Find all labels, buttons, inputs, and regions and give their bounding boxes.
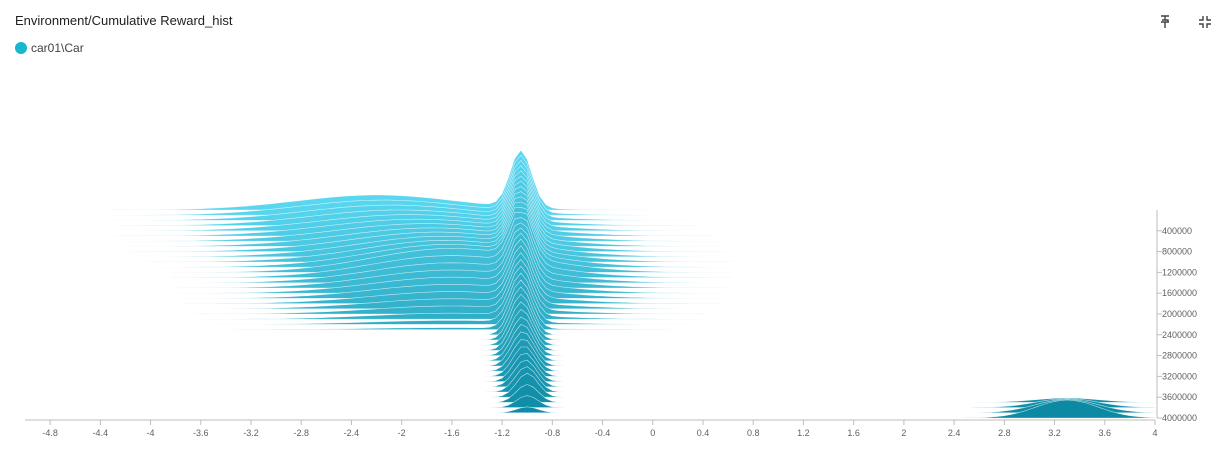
y-tick-label: 3200000 — [1162, 371, 1197, 381]
legend-swatch — [15, 42, 27, 54]
y-tick-label: 1200000 — [1162, 267, 1197, 277]
collapse-icon — [1197, 14, 1213, 30]
x-tick-label: -3.2 — [243, 428, 259, 438]
x-tick-label: -4.4 — [93, 428, 109, 438]
histogram-ridge — [25, 272, 1155, 325]
histogram-ridge — [25, 149, 1155, 211]
histogram-ridge — [25, 308, 1155, 351]
histogram-ridge — [25, 222, 1155, 284]
y-axis: 400000 800000 1200000 1600000 2000000 2400000… — [1156, 210, 1197, 423]
histogram-ridge — [25, 399, 1156, 419]
histogram-ridge — [25, 346, 1155, 377]
x-tick-label: 2.4 — [948, 428, 961, 438]
histogram-ridge — [25, 384, 1156, 403]
x-tick-label: -0.4 — [595, 428, 611, 438]
histogram-ridge — [25, 301, 1155, 346]
histogram-ridge — [25, 359, 1155, 388]
x-tick-label: 1.6 — [847, 428, 860, 438]
x-tick-label: -2 — [398, 428, 406, 438]
y-tick-label: 1600000 — [1162, 288, 1197, 298]
x-tick-label: 2 — [901, 428, 906, 438]
y-tick-label: 2000000 — [1162, 309, 1197, 319]
x-tick-label: 0.8 — [747, 428, 760, 438]
collapse-button[interactable] — [1195, 12, 1215, 32]
histogram-ridge — [25, 238, 1155, 299]
histogram-ridge — [25, 206, 1155, 268]
x-tick-label: 0 — [650, 428, 655, 438]
legend: car01\Car — [15, 41, 84, 55]
legend-run-name: car01\Car — [31, 41, 84, 55]
x-tick-label: -0.8 — [545, 428, 561, 438]
x-tick-label: -2.8 — [293, 428, 309, 438]
histogram-ridge — [25, 191, 1155, 252]
histogram-ridge — [25, 331, 1155, 367]
histogram-ridge — [25, 372, 1155, 398]
x-tick-label: 1.2 — [797, 428, 810, 438]
histogram-ridge — [25, 245, 1155, 304]
histogram-ridge — [25, 279, 1155, 330]
histogram-ridge — [25, 175, 1155, 237]
y-tick-label: 4000000 — [1162, 413, 1197, 423]
histogram-ridge — [25, 217, 1155, 278]
x-tick-label: 4 — [1152, 428, 1157, 438]
pin-button[interactable] — [1155, 12, 1175, 32]
chart-title: Environment/Cumulative Reward_hist — [15, 13, 233, 28]
histogram-ridge — [25, 212, 1155, 273]
pin-icon — [1158, 14, 1172, 30]
y-tick-label: 400000 — [1162, 226, 1192, 236]
x-tick-label: -3.6 — [193, 428, 209, 438]
histogram-ridge — [25, 252, 1155, 310]
histogram-ridge — [25, 324, 1155, 362]
histogram-ridge — [25, 227, 1155, 289]
x-tick-label: 2.8 — [998, 428, 1011, 438]
histogram-ridge — [25, 316, 1155, 356]
x-tick-label: -4 — [147, 428, 155, 438]
y-tick-label: 3600000 — [1162, 392, 1197, 402]
histogram-ridge — [25, 186, 1155, 247]
histogram-ridge — [25, 154, 1155, 216]
histogram-ridge — [25, 170, 1155, 232]
histogram-ridge — [25, 366, 1155, 393]
x-tick-label: -1.2 — [494, 428, 510, 438]
x-tick-label: 3.2 — [1048, 428, 1061, 438]
x-axis: -4.8 -4.4 -4 -3.6 -3.2 -2.8 -2.4 -2 -1.6 -1.2 -0.8… — [25, 419, 1158, 438]
y-tick-label: 2800000 — [1162, 351, 1197, 361]
x-tick-label: 0.4 — [697, 428, 710, 438]
histogram-ridge — [25, 159, 1155, 221]
histogram-ridge — [25, 353, 1155, 382]
x-tick-label: -4.8 — [42, 428, 58, 438]
y-tick-label: 2400000 — [1162, 330, 1197, 340]
histogram-ridge — [25, 398, 1156, 414]
histogram-ridge — [25, 196, 1155, 258]
histogram-ridge — [25, 265, 1155, 320]
x-tick-label: -2.4 — [344, 428, 360, 438]
histogram-ridge — [25, 293, 1155, 341]
histogram-ridge — [25, 232, 1155, 294]
x-tick-label: 3.6 — [1099, 428, 1112, 438]
histogram-ridge — [25, 286, 1155, 336]
histogram-ridge — [25, 180, 1155, 242]
x-tick-label: -1.6 — [444, 428, 460, 438]
histogram-ridge — [25, 339, 1155, 372]
histogram-ridge — [25, 259, 1155, 315]
histogram-ridges — [25, 149, 1156, 419]
histogram-ridge — [25, 201, 1155, 263]
histogram-ridge — [25, 165, 1155, 226]
y-tick-label: 800000 — [1162, 247, 1192, 257]
